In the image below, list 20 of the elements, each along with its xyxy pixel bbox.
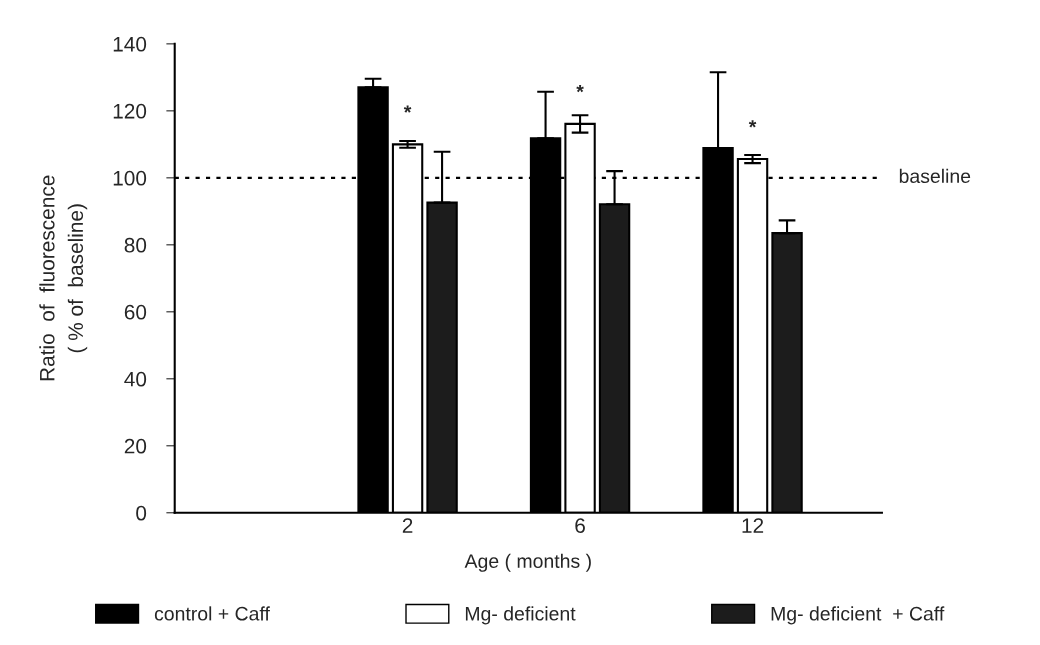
y-tick-label: 120 — [113, 103, 147, 119]
y-tick-label: 0 — [136, 505, 147, 521]
x-tick-label: 6 — [575, 518, 585, 533]
legend-label: Mg- deficient + Caff — [771, 606, 945, 625]
x-axis-title: Age ( months ) — [464, 553, 591, 572]
annotation: * — [403, 105, 412, 113]
y-tick-label: 100 — [113, 170, 147, 186]
y-tick-label: 60 — [124, 304, 147, 320]
y-tick-label: 40 — [124, 371, 147, 387]
legend-label: Mg- deficient — [465, 606, 576, 625]
x-tick-label: 2 — [402, 518, 413, 533]
ref-line-label: baseline — [899, 168, 971, 184]
y-tick-label: 80 — [124, 237, 147, 253]
x-tick-label: 12 — [742, 518, 764, 533]
y-axis-title: Ratio of fluorescence ( % of baseline) — [39, 175, 88, 381]
annotation: * — [748, 120, 757, 128]
y-tick-label: 20 — [124, 438, 147, 454]
y-tick-label: 140 — [113, 36, 147, 52]
annotation: * — [576, 85, 584, 93]
legend-label: control + Caff — [154, 606, 270, 621]
